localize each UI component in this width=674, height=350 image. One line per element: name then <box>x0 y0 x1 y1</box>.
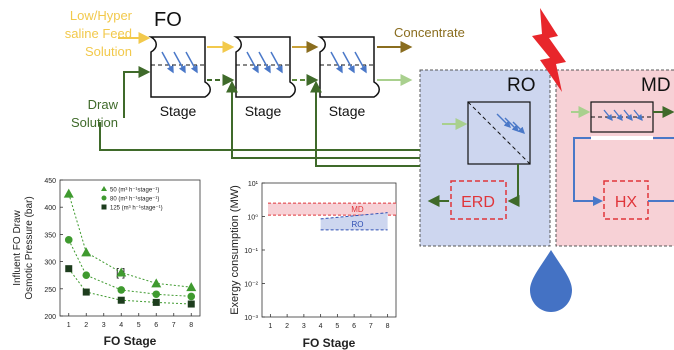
hx-label: HX <box>615 194 638 211</box>
chart2-ytick-label: 10⁻¹ <box>244 248 258 255</box>
chart1-legend-marker <box>101 204 107 210</box>
chart1-point-circle <box>82 271 91 280</box>
chart1-xlabel: FO Stage <box>104 334 157 348</box>
chart1-xtick-label: 6 <box>154 322 158 329</box>
chart2-md-band <box>268 203 396 216</box>
chart1-point-square <box>65 265 73 273</box>
chart2-ytick-label: 10¹ <box>248 181 259 188</box>
chart1-ytick-label: 350 <box>44 232 56 239</box>
ro-permeation-arrows <box>496 113 525 134</box>
stage-label-2: Stage <box>245 103 282 119</box>
draw-label: Draw Solution <box>71 97 119 130</box>
lightning-icon <box>532 8 566 92</box>
draw-inlet-arrow <box>123 66 151 118</box>
chart2-md-label: MD <box>351 205 364 214</box>
chart1-point-triangle <box>186 282 197 292</box>
chart1-point-square <box>82 288 90 296</box>
md-title: MD <box>641 75 671 96</box>
chart1-ytick-label: 200 <box>44 314 56 321</box>
ro-title: RO <box>507 75 536 96</box>
ro-brine-to-erd <box>507 164 520 207</box>
fo-stage-2: Stage <box>233 36 296 119</box>
chart1-point-triangle <box>63 188 74 198</box>
chart1-xtick-label: 3 <box>102 322 106 329</box>
chart1-ytick-label: 250 <box>44 287 56 294</box>
fo-stage-1: Stage <box>148 36 211 119</box>
svg-text:Solution: Solution <box>85 44 132 59</box>
chart2-xtick-label: 8 <box>386 323 390 330</box>
draw-recycle-stage2 <box>226 80 420 159</box>
chart2-ytick-label: 10⁻² <box>244 282 258 289</box>
chart1-ytick-label: 400 <box>44 205 56 212</box>
stage-label-1: Stage <box>160 103 197 119</box>
chart2-xtick-label: 6 <box>352 323 356 330</box>
chart1-series-line-circle <box>68 239 192 297</box>
ro-membrane-module <box>467 101 531 165</box>
chart2-xtick-label: 4 <box>319 323 323 330</box>
chart1-legend-label: 125 (m³ h⁻¹stage⁻¹) <box>110 206 163 212</box>
draw-recycle-stage3 <box>310 80 420 167</box>
chart2-ro-label: RO <box>351 220 363 229</box>
chart1-ylabel-line1: Influent FO Draw <box>12 209 23 285</box>
chart1-xtick-label: 2 <box>84 322 88 329</box>
chart1-point-circle <box>117 286 126 294</box>
chart1-point-circle <box>187 292 196 301</box>
md-panel <box>555 69 674 247</box>
chart1-legend-label: 80 (m³ h⁻¹stage⁻¹) <box>110 197 159 203</box>
chart1-xtick-label: 8 <box>189 322 193 329</box>
ro-panel <box>419 69 551 247</box>
chart1-ytick-label: 300 <box>44 260 56 267</box>
osmotic-pressure-chart: 200 250 300 350 400 450 1 2 3 4 5 6 7 8 FO Stage Inf… <box>12 178 201 348</box>
chart1-point-circle <box>64 236 73 244</box>
chart1-xtick-label: 4 <box>119 322 123 329</box>
chart2-ro-band <box>320 212 388 230</box>
stage-label-3: Stage <box>329 103 366 119</box>
chart1-point-triangle <box>81 247 92 257</box>
chart2-xtick-label: 1 <box>268 323 272 330</box>
water-drop-icon <box>530 250 572 312</box>
exergy-chart: 10⁻³ 10⁻² 10⁻¹ 10⁰ 10¹ 1 2 3 4 5 6 7 8 FO Stage Exe… <box>229 181 397 350</box>
chart2-xtick-label: 2 <box>285 323 289 330</box>
chart1-point-triangle <box>116 267 127 277</box>
chart2-ytick-label: 10⁰ <box>247 214 258 222</box>
svg-text:Low/Hyper: Low/Hyper <box>70 8 133 23</box>
feed-label: Low/Hyper saline Feed Solution <box>65 8 133 59</box>
chart1-legend-marker <box>101 186 107 191</box>
chart2-xtick-label: 5 <box>335 323 339 330</box>
md-permeation-arrows <box>603 109 643 122</box>
md-loop-return <box>573 137 603 206</box>
concentrate-label: Concentrate <box>394 25 465 40</box>
chart1-legend-label: 50 (m³ h⁻¹stage⁻¹) <box>110 188 159 194</box>
hx-box <box>603 180 649 220</box>
chart1-ytick-label: 450 <box>44 178 56 185</box>
chart2-xtick-label: 7 <box>369 323 373 330</box>
fo-stage-3: Stage <box>317 36 380 119</box>
svg-text:Draw: Draw <box>88 97 119 112</box>
ro-membrane-line <box>467 101 531 165</box>
svg-text:saline Feed: saline Feed <box>65 26 132 41</box>
chart1-point-square <box>152 298 160 306</box>
chart2-ylabel: Exergy consumption (MW) <box>229 185 241 315</box>
chart1-point-square <box>117 296 125 304</box>
chart2-xlabel: FO Stage <box>303 336 356 350</box>
chart1-point-triangle <box>151 278 162 288</box>
chart2-ytick-label: 10⁻³ <box>244 315 258 322</box>
chart1-xtick-label: 1 <box>67 322 71 329</box>
erd-label: ERD <box>461 194 495 211</box>
chart1-ylabel-line2: Osmotic Pressure (bar) <box>24 196 35 299</box>
draw-recycle-main <box>99 122 420 151</box>
chart1-point-circle <box>152 290 161 299</box>
chart1-frame <box>59 179 201 317</box>
chart1-legend-marker <box>101 195 107 201</box>
chart1-xtick-label: 7 <box>172 322 176 329</box>
chart1-xtick-label: 5 <box>137 322 141 329</box>
chart2-xtick-label: 3 <box>302 323 306 330</box>
chart2-ro-upper <box>320 212 388 220</box>
chart1-point-square <box>187 300 195 308</box>
fo-title: FO <box>154 9 182 31</box>
erd-box <box>450 180 507 220</box>
svg-text:Solution: Solution <box>71 115 118 130</box>
